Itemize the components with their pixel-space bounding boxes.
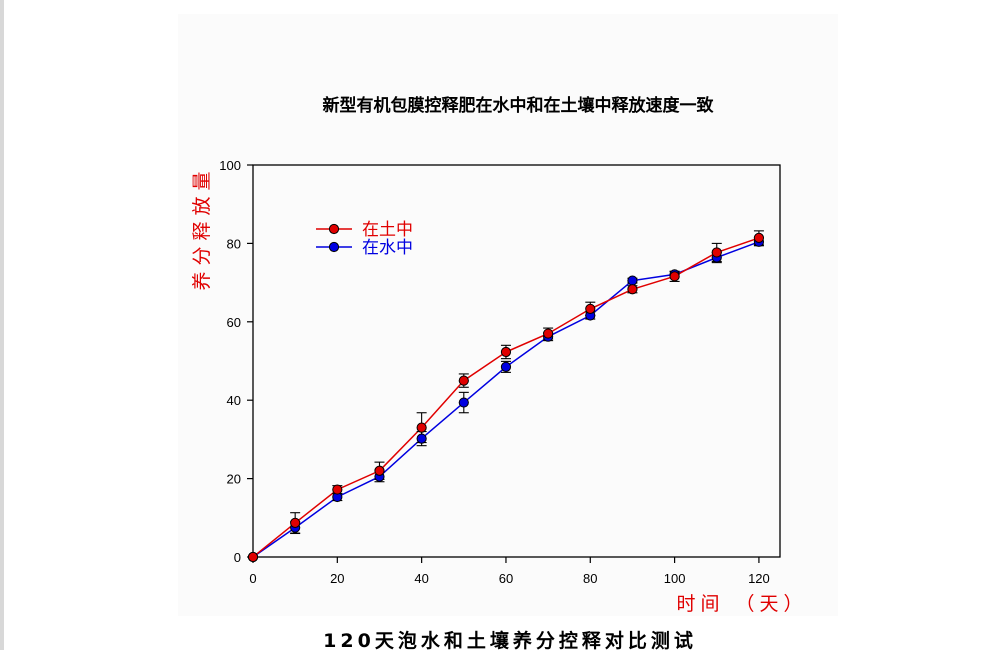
figure-caption: 120天泡水和土壤养分控释对比测试	[323, 630, 697, 650]
y-tick-label: 0	[234, 550, 241, 565]
series-layer	[247, 230, 765, 563]
chart-title: 新型有机包膜控释肥在水中和在土壤中释放速度一致	[323, 95, 715, 116]
data-point	[416, 422, 427, 433]
data-point	[332, 484, 343, 495]
legend-marker	[328, 223, 340, 235]
window-left-border	[0, 0, 4, 650]
data-point	[669, 271, 680, 282]
data-point	[290, 517, 301, 528]
y-tick-label: 100	[219, 158, 241, 173]
data-point	[458, 397, 469, 408]
data-point	[458, 375, 469, 386]
legend-label: 在土中	[362, 220, 413, 240]
data-point	[585, 303, 596, 314]
data-point	[416, 433, 427, 444]
data-point	[627, 275, 638, 286]
data-point	[543, 328, 554, 339]
y-axis-label: 养分释放量	[191, 165, 213, 290]
legend-marker	[328, 241, 340, 253]
data-point	[500, 361, 512, 372]
x-tick-label: 100	[664, 571, 686, 586]
data-point	[753, 232, 765, 244]
y-tick-label: 80	[227, 236, 241, 251]
legend-label: 在水中	[362, 238, 413, 258]
data-point	[711, 247, 722, 258]
y-tick-label: 60	[227, 315, 241, 330]
series-line	[252, 237, 760, 558]
x-tick-label: 60	[499, 571, 513, 586]
x-tick-label: 20	[330, 571, 344, 586]
x-tick-label: 40	[414, 571, 428, 586]
x-tick-label: 80	[583, 571, 597, 586]
x-axis-label: 时间 （天）	[676, 593, 807, 615]
x-tick-label: 0	[249, 571, 256, 586]
x-tick-label: 120	[748, 571, 770, 586]
figure-panel	[178, 14, 838, 616]
y-tick-label: 40	[227, 393, 241, 408]
data-point	[627, 284, 638, 295]
data-point	[247, 551, 259, 563]
y-tick-label: 20	[227, 472, 241, 487]
data-point	[374, 465, 385, 476]
data-point	[500, 346, 512, 358]
plot-frame	[252, 164, 781, 558]
axes-layer: 0 20 40 60 80 100 120 0 20 40 60 80 100	[219, 158, 769, 586]
series-line	[252, 241, 760, 558]
